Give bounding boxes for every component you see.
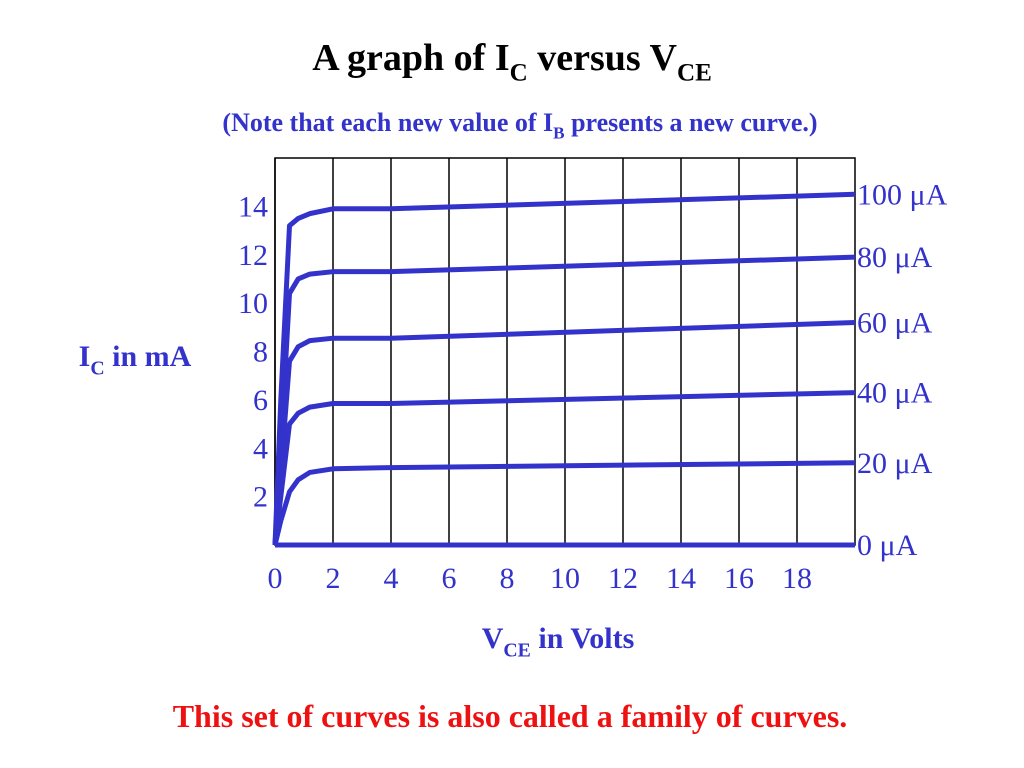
x-axis-label: VCE in Volts bbox=[482, 622, 635, 661]
series-label: 100 μA bbox=[857, 178, 948, 211]
x-tick-label: 16 bbox=[724, 562, 754, 595]
x-tick-label: 0 bbox=[268, 562, 283, 595]
series-label: 0 μA bbox=[857, 529, 918, 562]
x-tick-label: 8 bbox=[500, 562, 515, 595]
x-tick-label: 14 bbox=[666, 562, 696, 595]
y-axis-label-part: I bbox=[79, 340, 91, 373]
x-axis-label-part: CE bbox=[503, 639, 530, 661]
chart-title-part: C bbox=[510, 60, 528, 87]
y-tick-label: 10 bbox=[238, 287, 268, 320]
curve bbox=[272, 191, 856, 546]
y-tick-label: 6 bbox=[253, 384, 268, 417]
chart-title-part: versus V bbox=[528, 37, 678, 79]
x-tick-label: 2 bbox=[326, 562, 341, 595]
series-label: 60 μA bbox=[857, 306, 933, 339]
chart-subtitle: (Note that each new value of IB presents… bbox=[222, 108, 817, 142]
y-tick-label: 12 bbox=[238, 239, 268, 272]
x-tick-label: 12 bbox=[608, 562, 638, 595]
y-tick-label: 2 bbox=[253, 481, 268, 514]
chart-subtitle-part: B bbox=[553, 123, 564, 142]
y-axis-label: IC in mA bbox=[79, 340, 192, 379]
y-axis-label-part: in mA bbox=[105, 340, 192, 373]
series-label: 20 μA bbox=[857, 447, 933, 480]
y-tick-label: 4 bbox=[253, 432, 268, 465]
chart-title-part: CE bbox=[677, 60, 712, 87]
series-label: 40 μA bbox=[857, 377, 933, 410]
curve bbox=[272, 319, 856, 546]
x-tick-label: 6 bbox=[442, 562, 457, 595]
chart-title-part: A graph of I bbox=[312, 37, 509, 79]
curve bbox=[272, 460, 856, 546]
y-tick-label: 14 bbox=[238, 190, 268, 223]
annotation: This set of curves is also called a fami… bbox=[173, 698, 848, 734]
x-tick-label: 18 bbox=[782, 562, 812, 595]
x-axis-label-part: V bbox=[482, 622, 504, 655]
x-tick-label: 4 bbox=[384, 562, 399, 595]
y-axis-label-part: C bbox=[90, 357, 104, 379]
curve bbox=[272, 390, 856, 546]
chart-subtitle-part: presents a new curve.) bbox=[565, 108, 818, 137]
x-axis-label-part: in Volts bbox=[531, 622, 634, 655]
chart-subtitle-part: (Note that each new value of I bbox=[222, 108, 553, 137]
series-label: 80 μA bbox=[857, 241, 933, 274]
chart-title: A graph of IC versus VCE bbox=[312, 37, 712, 87]
y-tick-label: 8 bbox=[253, 336, 268, 369]
x-tick-label: 10 bbox=[550, 562, 580, 595]
